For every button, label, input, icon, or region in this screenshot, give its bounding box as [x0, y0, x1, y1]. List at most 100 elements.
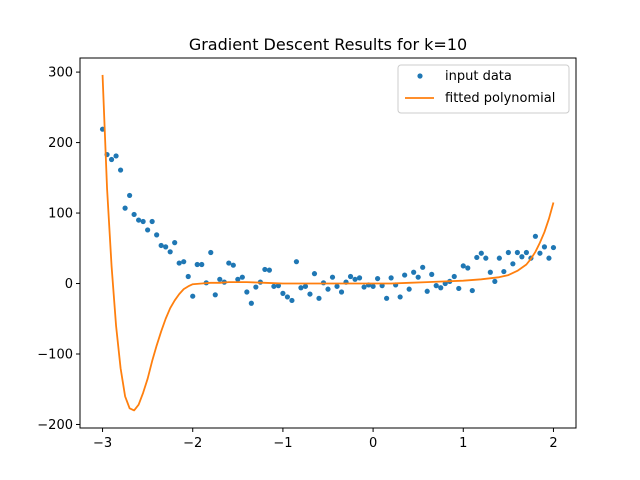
x-tick-label: −1 [273, 436, 292, 451]
data-point [311, 271, 318, 277]
data-point [248, 300, 254, 306]
data-point [519, 254, 525, 260]
data-point [307, 291, 313, 297]
data-point [388, 275, 394, 281]
y-tick-label: −100 [37, 348, 73, 363]
data-point [136, 217, 142, 223]
data-point [523, 249, 530, 256]
data-point [172, 240, 178, 246]
data-point [375, 275, 381, 282]
y-axis: −200 −100 0 100 200 300 [37, 66, 80, 433]
data-point [361, 284, 367, 290]
data-point [492, 278, 498, 285]
y-tick-label: 200 [48, 136, 73, 151]
data-point [347, 273, 354, 280]
data-point [293, 259, 300, 265]
data-point [370, 283, 376, 289]
data-point [145, 227, 151, 233]
data-point [329, 274, 336, 280]
data-point [487, 269, 493, 275]
data-point [424, 288, 430, 294]
data-point [546, 255, 552, 261]
legend-box [397, 64, 570, 114]
data-point [217, 276, 223, 282]
data-point [235, 276, 241, 282]
plot-area [99, 74, 557, 412]
data-point [284, 294, 291, 300]
legend: input data fitted polynomial [397, 64, 570, 114]
data-point [194, 261, 200, 268]
data-point [411, 269, 417, 275]
data-point [226, 260, 232, 266]
data-point [289, 297, 295, 304]
legend-label-input-data: input data [445, 69, 512, 84]
data-point [298, 285, 304, 291]
data-point [271, 283, 277, 289]
data-point [108, 156, 115, 163]
data-point [356, 275, 363, 281]
data-point [415, 274, 421, 280]
data-point [483, 255, 489, 261]
data-point [113, 153, 119, 159]
data-point [501, 268, 507, 275]
data-point [176, 260, 182, 266]
data-point [127, 192, 133, 199]
data-point [537, 250, 543, 256]
x-tick-label: −3 [93, 436, 112, 451]
data-point [469, 287, 475, 294]
data-point [239, 274, 245, 280]
data-point [199, 261, 205, 268]
data-point [338, 289, 345, 295]
data-point [158, 242, 164, 249]
data-point [541, 244, 548, 250]
data-point [154, 232, 160, 238]
x-tick-label: −2 [183, 436, 202, 451]
data-point [420, 264, 426, 270]
data-point [496, 255, 502, 261]
legend-marker-input-data [417, 73, 423, 79]
axes-frame [79, 57, 577, 429]
data-point [510, 261, 516, 267]
data-point [429, 271, 435, 277]
data-point [244, 289, 250, 295]
data-point [185, 273, 191, 280]
data-point [122, 205, 128, 211]
data-point [474, 254, 480, 261]
data-point [167, 249, 173, 255]
data-point [465, 265, 471, 271]
y-tick-label: −200 [37, 418, 73, 433]
chart-title: Gradient Descent Results for k=10 [189, 35, 467, 54]
data-point [456, 285, 462, 292]
y-tick-label: 0 [65, 277, 73, 292]
data-point [352, 276, 358, 282]
data-point [212, 292, 218, 298]
data-point [149, 218, 155, 225]
data-point [163, 244, 169, 250]
data-point [230, 262, 236, 268]
data-point [275, 283, 281, 289]
y-tick-label: 100 [48, 207, 73, 222]
x-axis: −3 −2 −1 0 1 2 [93, 428, 558, 451]
data-point [460, 263, 466, 269]
x-tick-label: 0 [369, 436, 377, 451]
data-point [397, 294, 403, 300]
data-point [514, 249, 520, 256]
data-point [438, 285, 444, 291]
data-point [131, 211, 137, 218]
data-point [505, 249, 511, 256]
data-point [266, 267, 272, 273]
data-point [325, 286, 331, 292]
data-point [384, 295, 390, 301]
data-point [433, 283, 439, 289]
data-point [280, 290, 286, 296]
data-point [402, 272, 408, 278]
data-point [302, 283, 309, 289]
fitted-polynomial-line [101, 74, 555, 412]
data-point [406, 286, 412, 292]
data-point [190, 293, 196, 299]
data-point [316, 295, 322, 301]
data-point [117, 167, 124, 173]
y-tick-label: 300 [48, 66, 73, 81]
x-tick-label: 1 [459, 436, 467, 451]
